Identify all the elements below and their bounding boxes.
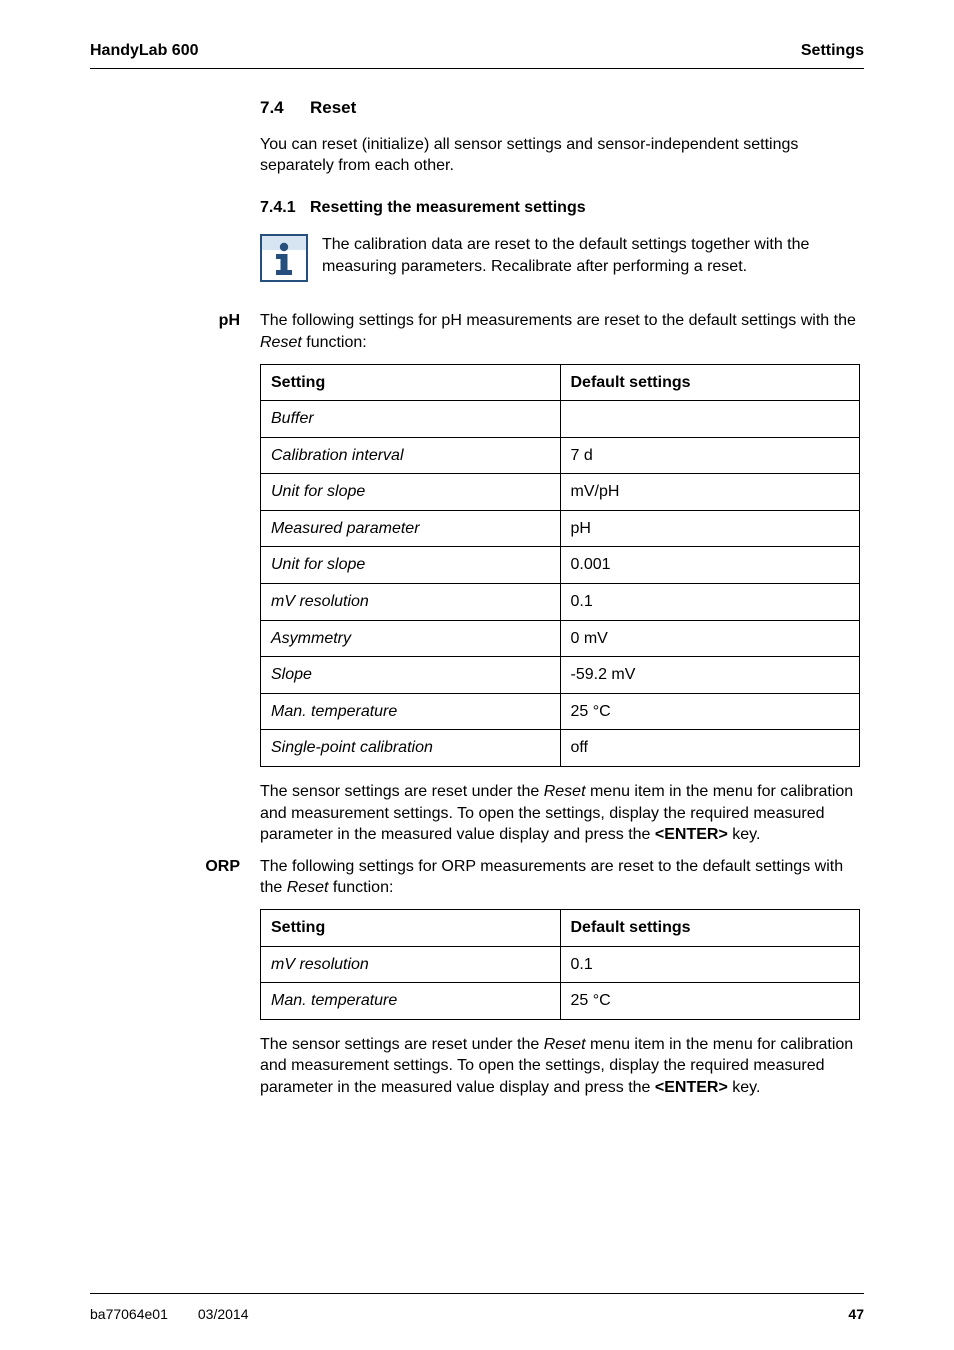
footer-page-number: 47	[848, 1305, 864, 1324]
header-left: HandyLab 600	[90, 40, 198, 62]
table-row: Calibration interval7 d	[261, 437, 860, 474]
cell-val: pH	[560, 510, 860, 547]
ph-settings-table: Setting Default settings Buffer Calibrat…	[260, 364, 860, 768]
cell-name: Unit for slope	[261, 474, 561, 511]
orp-th-setting: Setting	[261, 910, 561, 947]
table-row: mV resolution0.1	[261, 946, 860, 983]
table-row: Measured parameterpH	[261, 510, 860, 547]
footer-date: 03/2014	[198, 1305, 249, 1324]
cell-val: mV/pH	[560, 474, 860, 511]
cell-name: Man. temperature	[261, 983, 561, 1020]
table-row: Unit for slopemV/pH	[261, 474, 860, 511]
orp-tbody: mV resolution0.1 Man. temperature 25 °C	[261, 946, 860, 1019]
ph-th-setting: Setting	[261, 364, 561, 401]
cell-val	[560, 401, 860, 438]
table-row: Man. temperature 25 °C	[261, 983, 860, 1020]
table-row: Single-point calibrationoff	[261, 730, 860, 767]
cell-name: Unit for slope	[261, 547, 561, 584]
ph-after-a: The sensor settings are reset under the	[260, 783, 544, 800]
orp-side-label: ORP	[90, 856, 250, 878]
cell-val: 0 mV	[560, 620, 860, 657]
table-row: Buffer	[261, 401, 860, 438]
ph-after-b: Reset	[544, 783, 586, 800]
cell-name: Single-point calibration	[261, 730, 561, 767]
section-intro: You can reset (initialize) all sensor se…	[260, 134, 860, 177]
cell-val: 0.1	[560, 584, 860, 621]
ph-side-label: pH	[90, 310, 250, 332]
cell-name: Man. temperature	[261, 693, 561, 730]
subsection-number: 7.4.1	[260, 197, 310, 219]
ph-intro-b: Reset	[260, 334, 302, 351]
orp-after-b: Reset	[544, 1036, 586, 1053]
cell-name: mV resolution	[261, 584, 561, 621]
table-row: Unit for slope0.001	[261, 547, 860, 584]
ph-after: The sensor settings are reset under the …	[260, 781, 860, 846]
cell-name: Calibration interval	[261, 437, 561, 474]
table-row: Slope-59.2 mV	[261, 657, 860, 694]
cell-val: off	[560, 730, 860, 767]
table-row: Asymmetry0 mV	[261, 620, 860, 657]
section-heading: 7.4 Reset	[260, 97, 860, 120]
table-row: Man. temperature 25 °C	[261, 693, 860, 730]
orp-intro: The following settings for ORP measureme…	[260, 856, 860, 899]
section-title: Reset	[310, 97, 356, 120]
cell-name: Slope	[261, 657, 561, 694]
cell-name: mV resolution	[261, 946, 561, 983]
info-note-text: The calibration data are reset to the de…	[322, 234, 860, 277]
ph-intro-a: The following settings for pH measuremen…	[260, 312, 856, 329]
orp-after-d: <ENTER>	[655, 1079, 728, 1096]
subsection-heading: 7.4.1 Resetting the measurement settings	[260, 197, 860, 219]
orp-intro-b: Reset	[287, 879, 329, 896]
cell-name: Measured parameter	[261, 510, 561, 547]
cell-val: 0.1	[560, 946, 860, 983]
info-icon-svg	[262, 236, 306, 280]
footer: ba77064e01 03/2014 47	[90, 1305, 864, 1324]
info-note-block: The calibration data are reset to the de…	[260, 234, 860, 282]
ph-intro: The following settings for pH measuremen…	[260, 310, 860, 353]
section-number: 7.4	[260, 97, 310, 120]
orp-after-a: The sensor settings are reset under the	[260, 1036, 544, 1053]
top-rule	[90, 68, 864, 69]
info-icon	[260, 234, 308, 282]
orp-after: The sensor settings are reset under the …	[260, 1034, 860, 1099]
cell-val: 0.001	[560, 547, 860, 584]
ph-th-default: Default settings	[560, 364, 860, 401]
orp-th-default: Default settings	[560, 910, 860, 947]
header-right: Settings	[801, 40, 864, 62]
cell-val: -59.2 mV	[560, 657, 860, 694]
cell-val: 25 °C	[560, 693, 860, 730]
bottom-rule	[90, 1293, 864, 1294]
cell-name: Buffer	[261, 401, 561, 438]
table-row: mV resolution0.1	[261, 584, 860, 621]
orp-settings-table: Setting Default settings mV resolution0.…	[260, 909, 860, 1020]
orp-after-e: key.	[728, 1079, 761, 1096]
cell-name: Asymmetry	[261, 620, 561, 657]
ph-after-d: <ENTER>	[655, 826, 728, 843]
cell-val: 25 °C	[560, 983, 860, 1020]
ph-tbody: Buffer Calibration interval7 d Unit for …	[261, 401, 860, 767]
footer-doc-id: ba77064e01	[90, 1305, 168, 1324]
cell-val: 7 d	[560, 437, 860, 474]
subsection-title: Resetting the measurement settings	[310, 197, 586, 219]
ph-after-e: key.	[728, 826, 761, 843]
orp-intro-c: function:	[328, 879, 393, 896]
ph-intro-c: function:	[302, 334, 367, 351]
